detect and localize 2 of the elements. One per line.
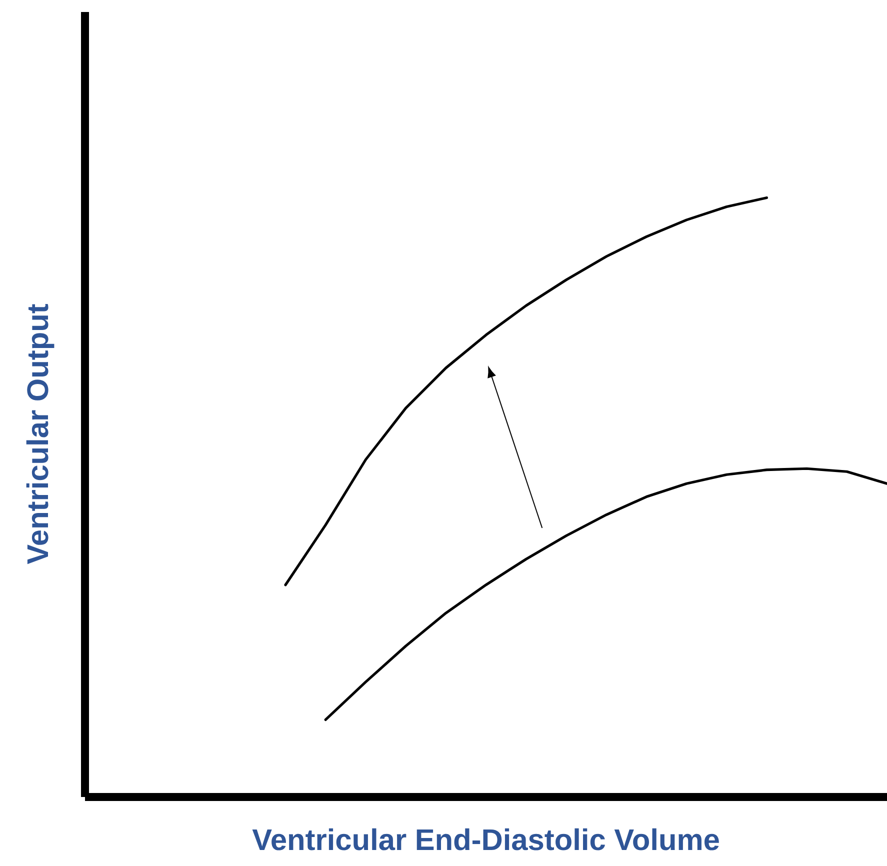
y-axis-title: Ventricular Output xyxy=(26,304,54,564)
x-axis-title: Ventricular End-Diastolic Volume xyxy=(252,828,719,850)
